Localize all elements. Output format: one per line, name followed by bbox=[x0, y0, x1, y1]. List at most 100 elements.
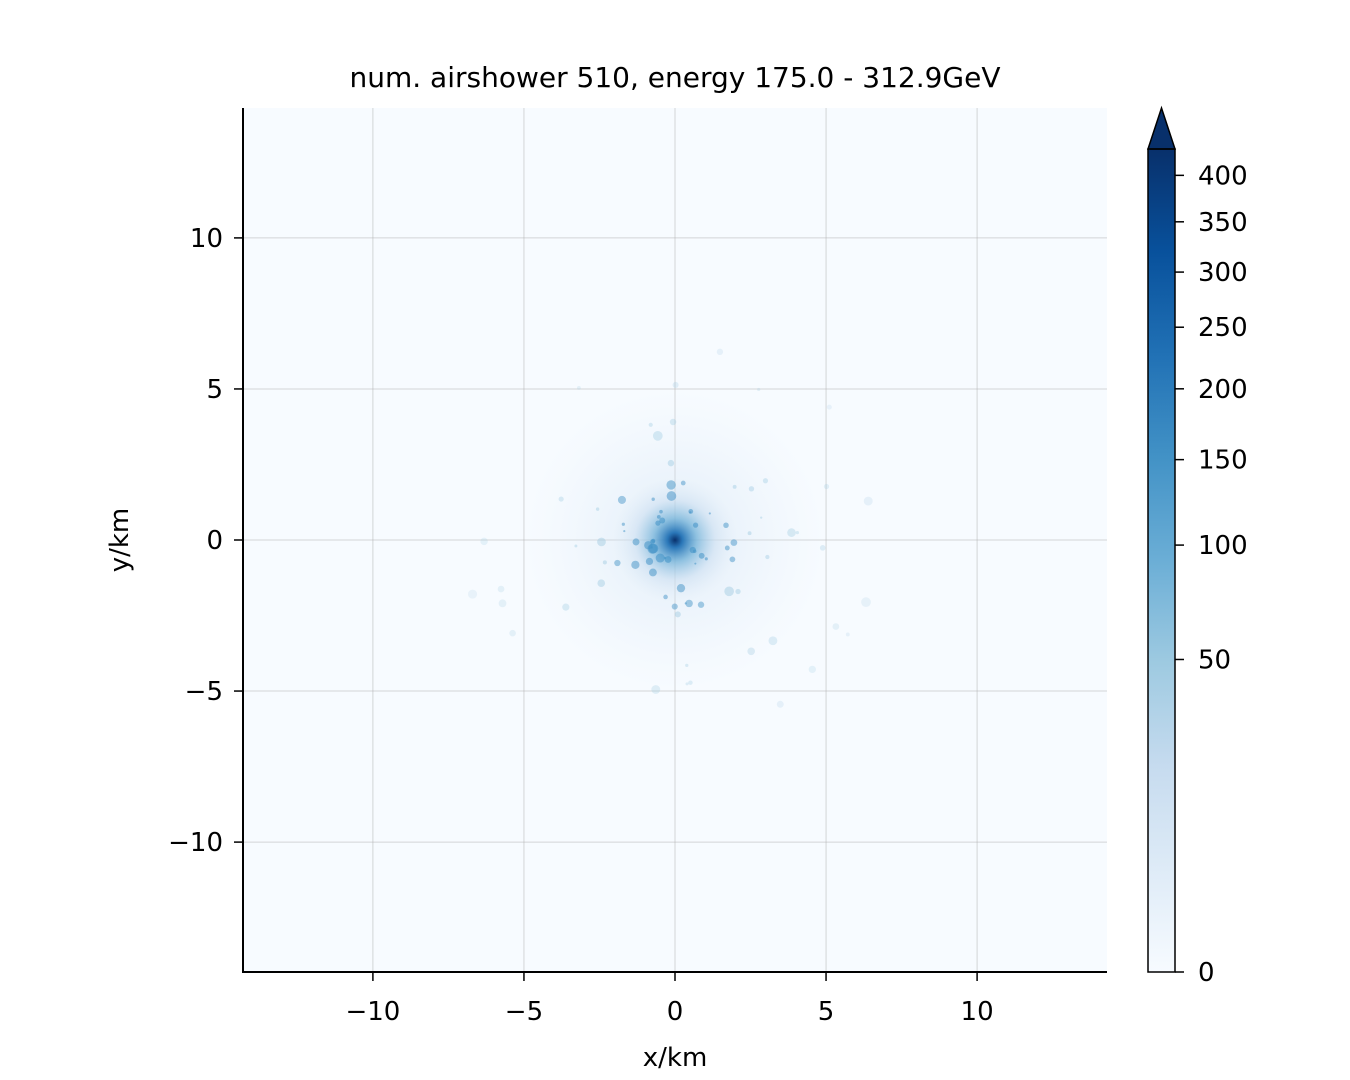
chart-title: num. airshower 510, energy 175.0 - 312.9… bbox=[349, 61, 1000, 94]
speckle bbox=[748, 486, 755, 492]
speckle bbox=[576, 385, 581, 390]
x-tick-label: 5 bbox=[818, 997, 835, 1027]
speckle bbox=[574, 544, 578, 548]
speckle bbox=[732, 484, 737, 489]
speckle bbox=[480, 537, 488, 546]
speckle bbox=[757, 387, 761, 392]
speckle bbox=[694, 562, 697, 565]
speckle bbox=[663, 594, 668, 600]
speckle bbox=[652, 430, 663, 441]
speckle bbox=[684, 602, 687, 605]
y-tick-label: 10 bbox=[190, 224, 223, 254]
x-tick-label: −10 bbox=[345, 997, 400, 1027]
speckle bbox=[863, 496, 873, 506]
speckle bbox=[768, 636, 778, 646]
x-tick-label: 0 bbox=[667, 997, 684, 1027]
speckle bbox=[685, 663, 689, 667]
speckle bbox=[760, 516, 763, 519]
speckle bbox=[498, 599, 507, 608]
colorbar-extend-arrow bbox=[1146, 105, 1177, 150]
speckle bbox=[685, 599, 693, 608]
speckle bbox=[650, 539, 656, 545]
speckle bbox=[762, 478, 769, 484]
speckle bbox=[716, 348, 724, 356]
speckle bbox=[832, 623, 840, 630]
colorbar-tick-label: 300 bbox=[1198, 258, 1248, 288]
speckle bbox=[776, 700, 784, 708]
speckle bbox=[672, 381, 679, 388]
speckle bbox=[621, 522, 625, 526]
speckle bbox=[651, 685, 661, 694]
speckle bbox=[808, 665, 816, 674]
y-tick-label: 0 bbox=[206, 526, 223, 556]
speckle bbox=[602, 560, 607, 565]
speckle bbox=[664, 556, 672, 563]
speckle bbox=[509, 629, 516, 637]
speckle bbox=[663, 556, 667, 560]
speckle bbox=[730, 539, 738, 546]
colorbar-tick-label: 0 bbox=[1198, 958, 1215, 988]
speckle bbox=[795, 531, 799, 535]
speckle bbox=[747, 647, 755, 656]
axis-spines bbox=[242, 108, 1107, 973]
colorbar-tick-label: 400 bbox=[1198, 161, 1248, 191]
colorbar-ticks: 0 50 100 150 200 250 300 350 400 bbox=[1175, 161, 1248, 988]
speckle bbox=[617, 495, 626, 504]
shower-intensity bbox=[468, 348, 873, 708]
speckle bbox=[747, 531, 752, 536]
y-axis-ticks: −10 −5 0 5 10 bbox=[168, 224, 243, 858]
y-tick-label: −5 bbox=[185, 677, 223, 707]
speckle bbox=[674, 611, 681, 618]
speckle bbox=[685, 682, 689, 686]
speckle bbox=[669, 418, 677, 426]
speckle bbox=[708, 512, 711, 515]
colorbar-outline bbox=[1147, 148, 1176, 973]
speckle bbox=[648, 568, 657, 577]
speckle bbox=[614, 559, 621, 567]
speckle bbox=[595, 507, 600, 511]
colorbar-tick-label: 350 bbox=[1198, 208, 1248, 238]
speckle bbox=[645, 557, 654, 566]
colorbar-tick-label: 50 bbox=[1198, 645, 1231, 675]
x-tick-label: −5 bbox=[505, 997, 543, 1027]
speckle bbox=[648, 422, 653, 427]
speckle bbox=[680, 480, 686, 486]
y-tick-label: −10 bbox=[168, 828, 223, 858]
speckle bbox=[558, 496, 564, 502]
speckle bbox=[468, 589, 478, 599]
shower-speckles bbox=[468, 348, 873, 708]
speckle bbox=[656, 514, 661, 519]
speckle bbox=[692, 549, 697, 554]
speckle bbox=[724, 545, 730, 551]
speckle bbox=[697, 601, 705, 608]
speckle bbox=[826, 404, 832, 410]
speckle bbox=[787, 528, 796, 537]
speckle bbox=[823, 483, 830, 490]
speckle bbox=[676, 583, 686, 593]
speckle bbox=[666, 491, 677, 501]
speckle bbox=[704, 557, 708, 561]
speckle bbox=[597, 537, 606, 547]
speckle bbox=[861, 597, 871, 608]
speckle bbox=[692, 522, 699, 528]
speckle bbox=[597, 579, 606, 588]
speckle bbox=[497, 585, 505, 593]
y-axis-label: y/km bbox=[105, 508, 135, 573]
speckle bbox=[562, 603, 570, 611]
x-axis-label: x/km bbox=[643, 1043, 708, 1073]
x-axis-ticks: −10 −5 0 5 10 bbox=[345, 972, 994, 1027]
speckle bbox=[729, 556, 736, 563]
shower-core bbox=[613, 478, 737, 602]
plot-area: −10 −5 0 5 10 −10 −5 0 5 10 bbox=[168, 108, 1107, 1027]
speckle bbox=[631, 560, 640, 569]
speckle bbox=[659, 517, 666, 524]
speckle bbox=[632, 538, 640, 546]
speckle bbox=[845, 632, 850, 637]
speckle bbox=[666, 480, 676, 490]
speckle bbox=[723, 522, 729, 528]
speckle bbox=[651, 497, 655, 501]
speckle bbox=[765, 554, 770, 560]
speckle bbox=[623, 529, 626, 533]
speckle bbox=[648, 543, 659, 554]
